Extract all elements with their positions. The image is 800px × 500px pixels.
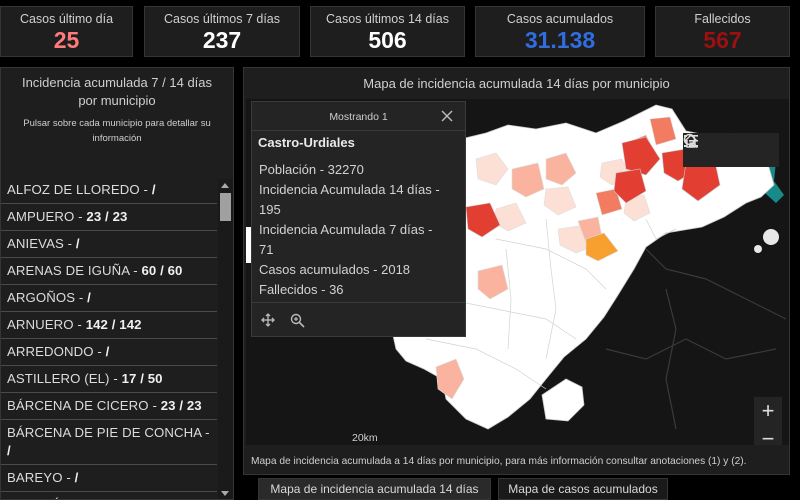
municipality-incidence-values: / bbox=[75, 236, 80, 251]
municipality-incidence-values: / bbox=[7, 443, 11, 458]
municipality-name: ARGOÑOS bbox=[7, 290, 76, 305]
map-caption: Mapa de incidencia acumulada a 14 días p… bbox=[251, 456, 747, 467]
municipality-name: CABEZÓN DE LA SAL bbox=[7, 497, 142, 499]
municipality-name: ASTILLERO (EL) bbox=[7, 371, 110, 386]
item-separator: - bbox=[133, 263, 138, 278]
popup-line: Casos acumulados - 2018 bbox=[259, 262, 411, 277]
municipality-list-item[interactable]: ALFOZ DE LLOREDO - / bbox=[1, 177, 217, 204]
item-separator: - bbox=[78, 290, 84, 305]
scrollbar-thumb[interactable] bbox=[220, 193, 231, 221]
municipality-name: BAREYO bbox=[7, 470, 63, 485]
item-separator: - bbox=[205, 425, 210, 440]
stat-card-last-day: Casos último día 25 bbox=[0, 6, 133, 57]
incidence-list-panel: Incidencia acumulada 7 / 14 días por mun… bbox=[0, 67, 234, 500]
item-separator: - bbox=[113, 371, 118, 386]
stat-card-last-7-days: Casos últimos 7 días 237 bbox=[144, 6, 300, 57]
municipality-incidence-values: 60 / 60 bbox=[141, 263, 183, 278]
municipality-incidence-values: 23 / 23 bbox=[86, 209, 128, 224]
popup-line: Fallecidos - 36 bbox=[259, 282, 344, 297]
scroll-up-arrow-icon[interactable] bbox=[221, 183, 229, 188]
municipality-incidence-values: 36 / 48 bbox=[154, 497, 195, 499]
stat-card-accumulated-cases: Casos acumulados 31.138 bbox=[475, 6, 645, 57]
municipality-incidence-values: 17 / 50 bbox=[121, 371, 163, 386]
zoom-controls: + − bbox=[754, 397, 782, 445]
item-separator: - bbox=[152, 398, 157, 413]
legend-list-icon[interactable] bbox=[684, 133, 779, 167]
list-scrollbar[interactable] bbox=[218, 179, 233, 499]
municipality-list-item[interactable]: ARREDONDO - / bbox=[1, 339, 217, 366]
stat-value: 237 bbox=[202, 27, 242, 53]
municipality-name: ANIEVAS bbox=[7, 236, 64, 251]
stat-value: 506 bbox=[368, 27, 407, 53]
zoom-in-button[interactable]: + bbox=[761, 398, 775, 423]
municipality-list-item[interactable]: ASTILLERO (EL) - 17 / 50 bbox=[1, 366, 217, 393]
close-icon[interactable] bbox=[439, 108, 455, 124]
tab-accumulated-cases-map[interactable]: Mapa de casos acumulados bbox=[498, 478, 668, 500]
popup-municipality-name: Castro-Urdiales bbox=[258, 135, 355, 150]
scroll-down-arrow-icon[interactable] bbox=[221, 491, 229, 496]
zoom-out-button[interactable]: − bbox=[761, 426, 775, 445]
map-title: Mapa de incidencia acumulada 14 días por… bbox=[363, 76, 670, 91]
municipality-name: ARENAS DE IGUÑA bbox=[7, 263, 130, 278]
municipality-list-item[interactable]: ARNUERO - 142 / 142 bbox=[1, 312, 217, 339]
municipality-name: AMPUERO bbox=[7, 209, 75, 224]
item-separator: - bbox=[66, 470, 71, 485]
municipality-list-item[interactable]: AMPUERO - 23 / 23 bbox=[1, 204, 217, 231]
popup-details: Población - 32270 Incidencia Acumulada 1… bbox=[259, 160, 465, 300]
municipality-incidence-values: / bbox=[151, 182, 156, 197]
municipality-list-item[interactable]: BÁRCENA DE CICERO - 23 / 23 bbox=[1, 393, 217, 420]
popup-line: Incidencia Acumulada 7 días - bbox=[259, 222, 433, 237]
municipality-incidence-values: / bbox=[105, 344, 110, 359]
municipality-list-item[interactable]: ARGOÑOS - / bbox=[1, 285, 217, 312]
stat-card-last-14-days: Casos últimos 14 días 506 bbox=[310, 6, 465, 57]
item-separator: - bbox=[143, 182, 149, 197]
municipality-list-item[interactable]: ARENAS DE IGUÑA - 60 / 60 bbox=[1, 258, 217, 285]
stat-value: 567 bbox=[703, 27, 742, 53]
stat-label: Casos últimos 7 días bbox=[163, 12, 281, 26]
municipality-list-item[interactable]: ANIEVAS - / bbox=[1, 231, 217, 258]
stat-value: 25 bbox=[53, 27, 80, 53]
municipality-list-item[interactable]: BÁRCENA DE PIE DE CONCHA - / bbox=[1, 420, 217, 465]
municipality-list-item[interactable]: CABEZÓN DE LA SAL - 36 / 48 bbox=[1, 492, 217, 499]
item-separator: - bbox=[67, 236, 73, 251]
popup-line: Incidencia Acumulada 14 días - bbox=[259, 182, 440, 197]
municipality-name: ARREDONDO bbox=[7, 344, 94, 359]
municipality-name: ALFOZ DE LLOREDO bbox=[7, 182, 140, 197]
list-panel-title: Incidencia acumulada 7 / 14 días por mun… bbox=[21, 75, 213, 108]
tab-incidence-14-days-map[interactable]: Mapa de incidencia acumulada 14 días bbox=[258, 478, 491, 500]
popup-line: 71 bbox=[259, 242, 274, 257]
stat-label: Fallecidos bbox=[694, 12, 751, 26]
popup-line: 195 bbox=[259, 202, 281, 217]
stat-label: Casos últimos 14 días bbox=[326, 12, 449, 26]
zoom-to-icon[interactable] bbox=[290, 313, 305, 333]
municipality-list: ALFOZ DE LLOREDO - / AMPUERO - 23 / 23 ANI… bbox=[1, 177, 217, 499]
stat-value: 31.138 bbox=[524, 27, 596, 53]
municipality-incidence-values: / bbox=[74, 470, 79, 485]
popup-showing-count: Mostrando 1 bbox=[329, 111, 388, 123]
stat-card-deaths: Fallecidos 567 bbox=[655, 6, 790, 57]
pan-icon[interactable] bbox=[261, 313, 275, 332]
municipality-name: BÁRCENA DE PIE DE CONCHA bbox=[7, 425, 202, 440]
map-toolbar bbox=[683, 133, 779, 167]
item-separator: - bbox=[97, 344, 102, 359]
municipality-name: ARNUERO bbox=[7, 317, 74, 332]
municipality-incidence-values: / bbox=[87, 290, 91, 305]
list-panel-subtitle: Pulsar sobre cada municipio para detalla… bbox=[23, 118, 211, 144]
stat-label: Casos acumulados bbox=[506, 12, 614, 26]
popup-header: Mostrando 1 bbox=[252, 102, 465, 131]
stat-label: Casos último día bbox=[19, 12, 114, 26]
municipality-incidence-values: 142 / 142 bbox=[85, 317, 142, 332]
municipality-name: BÁRCENA DE CICERO bbox=[7, 398, 149, 413]
item-separator: - bbox=[77, 317, 82, 332]
item-separator: - bbox=[78, 209, 83, 224]
popup-line: Población - 32270 bbox=[259, 162, 364, 177]
municipality-list-item[interactable]: BAREYO - / bbox=[1, 465, 217, 492]
feature-popup: Mostrando 1 Castro-Urdiales Población - … bbox=[251, 101, 466, 337]
scale-km-label: 20km bbox=[352, 432, 378, 444]
popup-footer bbox=[252, 302, 465, 337]
municipality-incidence-values: 23 / 23 bbox=[160, 398, 202, 413]
item-separator: - bbox=[145, 497, 150, 499]
home-icon[interactable] bbox=[684, 133, 747, 167]
